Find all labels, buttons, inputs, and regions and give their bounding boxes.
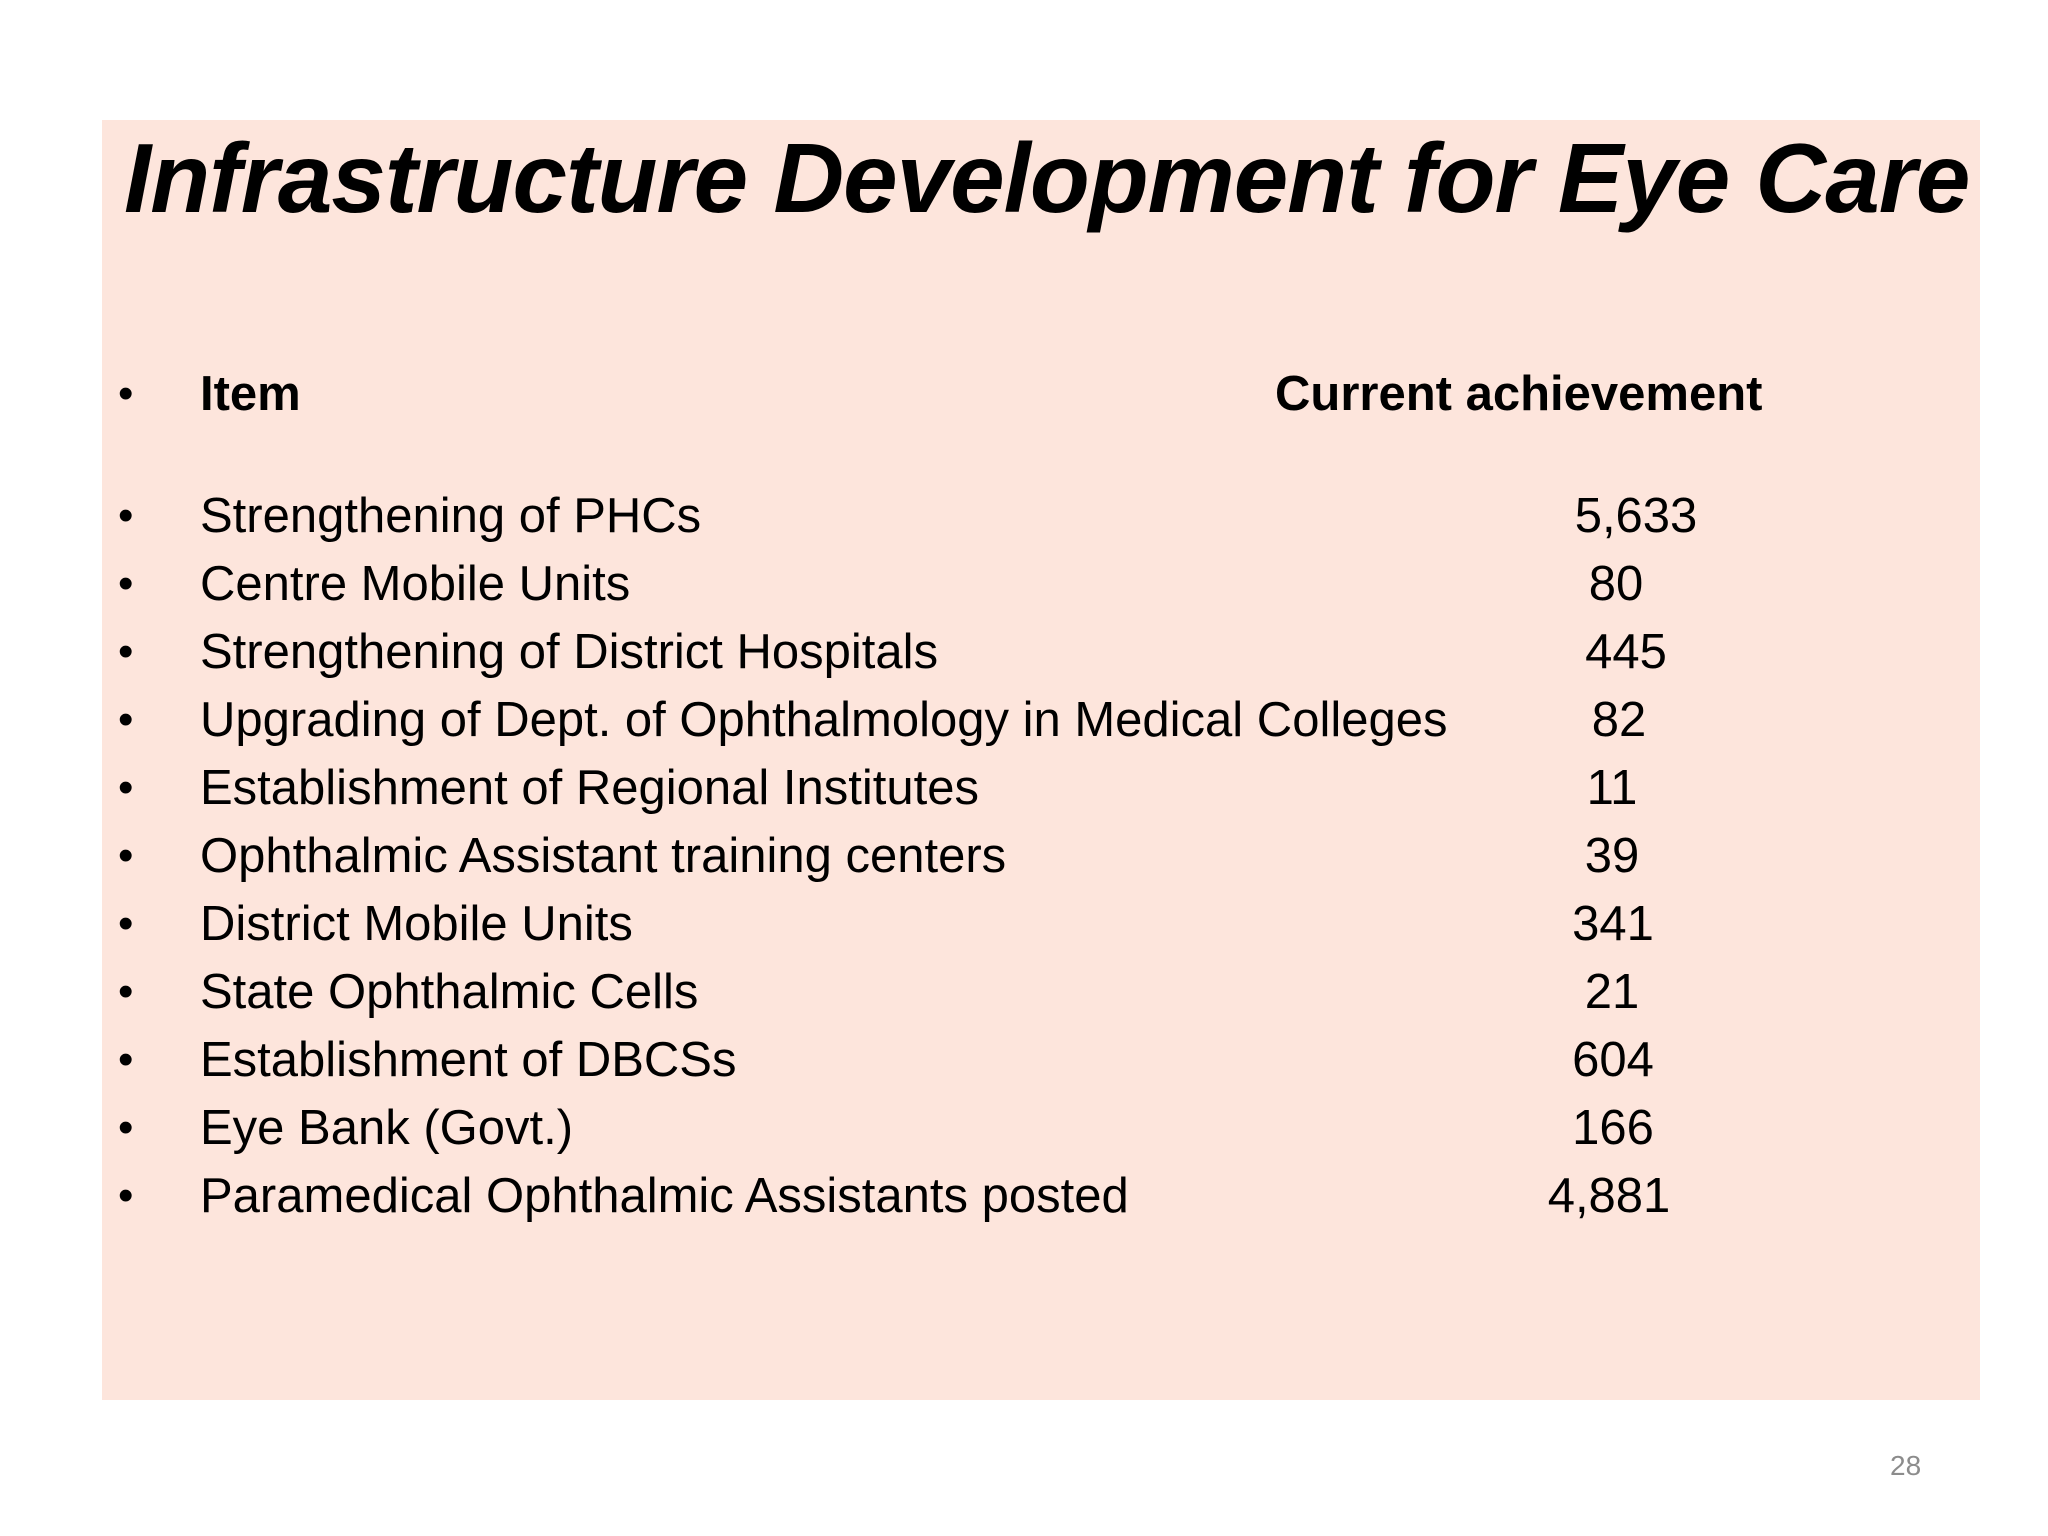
bullet-icon: • (118, 831, 134, 880)
row-value: 166 (1572, 1101, 1654, 1155)
table-row: • Ophthalmic Assistant training centers … (0, 822, 2048, 890)
row-item: Establishment of Regional Institutes (200, 761, 979, 815)
row-value: 11 (1586, 761, 1638, 815)
row-value: 82 (1591, 693, 1647, 747)
row-item: District Mobile Units (200, 897, 633, 951)
table-row: • Eye Bank (Govt.) 166 (0, 1094, 2048, 1162)
row-item: State Ophthalmic Cells (200, 965, 699, 1019)
page-number: 28 (1890, 1450, 1922, 1481)
bullet-icon: • (118, 627, 134, 676)
table-row: • Paramedical Ophthalmic Assistants post… (0, 1162, 2048, 1230)
table-row: • State Ophthalmic Cells 21 (0, 958, 2048, 1026)
row-value: 39 (1584, 829, 1640, 883)
row-item: Establishment of DBCSs (200, 1033, 737, 1087)
achievement-column-header: Current achievement (1275, 367, 1763, 421)
bullet-icon: • (118, 763, 134, 812)
bullet-icon: • (118, 899, 134, 948)
row-value: 21 (1584, 965, 1640, 1019)
table-row: • Centre Mobile Units 80 (0, 550, 2048, 618)
bullet-icon: • (118, 1035, 134, 1084)
table-row: • Strengthening of PHCs 5,633 (0, 482, 2048, 550)
table-row: • Upgrading of Dept. of Ophthalmology in… (0, 686, 2048, 754)
row-item: Eye Bank (Govt.) (200, 1101, 574, 1155)
bullet-icon: • (118, 967, 134, 1016)
row-value: 341 (1572, 897, 1654, 951)
row-value: 80 (1588, 557, 1644, 611)
bullet-icon: • (118, 559, 134, 608)
row-item: Upgrading of Dept. of Ophthalmology in M… (200, 693, 1448, 747)
table-row: • Strengthening of District Hospitals 44… (0, 618, 2048, 686)
row-item: Centre Mobile Units (200, 557, 631, 611)
row-value: 4,881 (1547, 1169, 1671, 1223)
row-item: Strengthening of PHCs (200, 489, 702, 543)
table-row: • Establishment of DBCSs 604 (0, 1026, 2048, 1094)
row-item: Paramedical Ophthalmic Assistants posted (200, 1169, 1129, 1223)
row-item: Strengthening of District Hospitals (200, 625, 939, 679)
bullet-icon: • (118, 491, 134, 540)
slide-title: Infrastructure Development for Eye Care (124, 123, 1970, 233)
table-header: • Item Current achievement (0, 360, 2048, 428)
table-row: • Establishment of Regional Institutes 1… (0, 754, 2048, 822)
row-value: 604 (1572, 1033, 1654, 1087)
row-item: Ophthalmic Assistant training centers (200, 829, 1007, 883)
table-row: • District Mobile Units 341 (0, 890, 2048, 958)
row-value: 5,633 (1574, 489, 1698, 543)
bullet-icon: • (118, 695, 134, 744)
row-value: 445 (1585, 625, 1667, 679)
content-panel (102, 120, 1980, 1400)
bullet-icon: • (118, 1171, 134, 1220)
item-column-header: Item (200, 367, 301, 421)
bullet-icon: • (118, 1103, 134, 1152)
bullet-icon: • (118, 369, 134, 418)
